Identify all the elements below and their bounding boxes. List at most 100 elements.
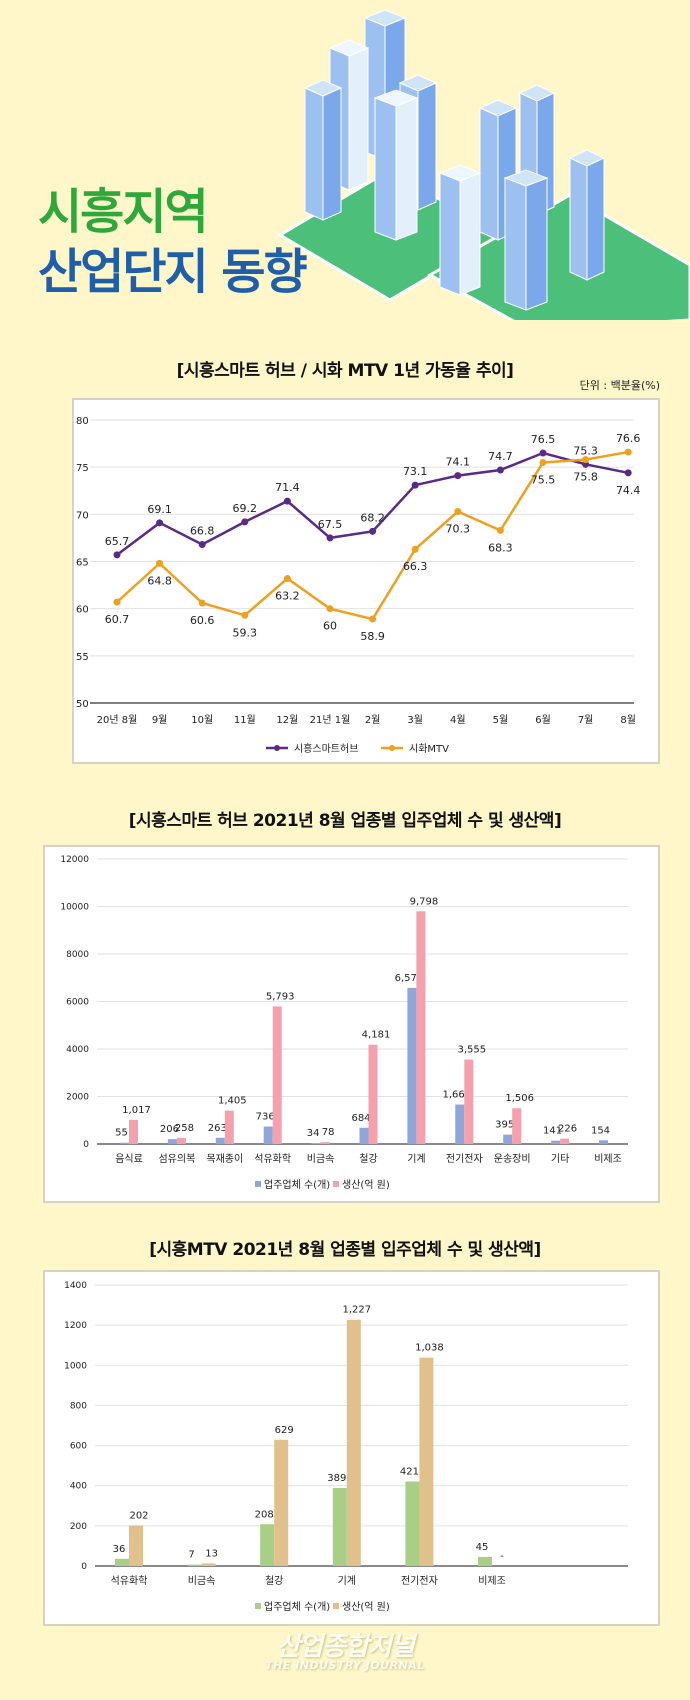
bar-chart-1-title: [시흥스마트 허브 2021년 8월 업종별 입주업체 수 및 생산액] bbox=[128, 811, 562, 831]
x-tick-label: 비제조 bbox=[478, 1575, 506, 1587]
data-label: 78 bbox=[322, 1127, 335, 1138]
x-tick-label: 철강 bbox=[359, 1153, 377, 1165]
data-point bbox=[241, 518, 249, 526]
legend-swatch bbox=[255, 1181, 261, 1187]
y-tick-label: 60 bbox=[76, 605, 89, 616]
bar bbox=[407, 987, 417, 1144]
bar bbox=[455, 1104, 465, 1144]
data-point bbox=[156, 559, 164, 567]
y-tick-label: 400 bbox=[70, 1482, 87, 1492]
y-tick-label: 8000 bbox=[66, 950, 89, 960]
data-label: 60.6 bbox=[190, 614, 215, 627]
bar bbox=[464, 1059, 474, 1144]
y-tick-label: 1200 bbox=[64, 1321, 87, 1331]
data-label: 202 bbox=[129, 1510, 148, 1521]
data-label: 1,038 bbox=[415, 1343, 444, 1354]
data-point bbox=[198, 599, 206, 607]
x-tick-label: 기계 bbox=[407, 1153, 425, 1165]
legend-marker bbox=[389, 745, 395, 751]
legend-label: 시화MTV bbox=[409, 743, 449, 755]
data-label: 66.3 bbox=[403, 560, 428, 573]
data-label: 64.8 bbox=[147, 574, 172, 587]
data-label: 68.3 bbox=[488, 541, 513, 554]
data-label: 67.5 bbox=[318, 518, 343, 531]
y-tick-label: 50 bbox=[76, 699, 89, 710]
building-left-face bbox=[569, 157, 588, 281]
x-tick-label: 21년 1월 bbox=[310, 714, 351, 726]
x-tick-label: 9월 bbox=[152, 714, 168, 726]
y-tick-label: 200 bbox=[70, 1522, 87, 1532]
data-label: 208 bbox=[255, 1509, 274, 1520]
y-tick-label: 800 bbox=[70, 1401, 87, 1411]
bar bbox=[405, 1481, 420, 1566]
y-tick-label: 1000 bbox=[64, 1361, 87, 1371]
x-tick-label: 음식료 bbox=[115, 1153, 143, 1165]
data-label: - bbox=[500, 1551, 504, 1562]
building-left-face bbox=[374, 97, 397, 241]
building-right-face bbox=[322, 87, 342, 221]
building-left-face bbox=[439, 172, 461, 296]
building-right-face bbox=[586, 157, 605, 281]
x-tick-label: 전기전자 bbox=[446, 1153, 483, 1165]
data-label: 60 bbox=[323, 620, 337, 633]
bar-chart-1-panel: 0 2000 4000 6000 8000 10000 12000 음식료 섬유의복 목재종이 석유… bbox=[43, 845, 660, 1203]
x-tick-label: 5월 bbox=[493, 714, 509, 726]
x-tick-label: 목재종이 bbox=[206, 1153, 243, 1165]
data-point bbox=[369, 615, 377, 623]
bar bbox=[129, 1525, 143, 1566]
x-tick-label: 7월 bbox=[578, 714, 594, 726]
y-tick-label: 0 bbox=[81, 1562, 87, 1572]
data-label: 75.8 bbox=[573, 471, 598, 484]
y-tick-label: 55 bbox=[76, 652, 89, 663]
y-tick-label: 70 bbox=[76, 510, 89, 521]
x-tick-label: 기타 bbox=[551, 1153, 569, 1165]
bar bbox=[332, 1487, 347, 1566]
data-label: 1,661 bbox=[442, 1090, 471, 1101]
data-label: 74.7 bbox=[488, 450, 513, 463]
data-point bbox=[326, 605, 334, 613]
data-point bbox=[539, 449, 547, 457]
x-tick-label: 비금속 bbox=[188, 1575, 216, 1587]
legend-label: 시흥스마트허브 bbox=[294, 742, 358, 755]
bar bbox=[359, 1127, 369, 1144]
bar bbox=[224, 1110, 234, 1144]
x-tick-label: 철강 bbox=[265, 1575, 283, 1587]
data-label: 1,405 bbox=[218, 1096, 247, 1107]
data-label: 154 bbox=[591, 1125, 610, 1136]
line-chart-title: [시흥스마트 허브 / 시화 MTV 1년 가동율 추이] bbox=[176, 361, 514, 381]
y-tick-label: 2000 bbox=[66, 1093, 89, 1103]
data-label: 7 bbox=[188, 1550, 194, 1561]
x-tick-label: 비제조 bbox=[594, 1153, 622, 1165]
title-line-2: 산업단지 동향 bbox=[38, 244, 308, 300]
legend-swatch bbox=[333, 1603, 339, 1609]
data-label: 629 bbox=[275, 1425, 294, 1436]
bar bbox=[272, 1006, 282, 1144]
legend-label: 업주업체 수(개) bbox=[264, 1178, 330, 1191]
data-point bbox=[582, 456, 590, 464]
y-tick-label: 65 bbox=[76, 558, 89, 569]
data-label: 73.1 bbox=[403, 465, 428, 478]
data-label: 5,793 bbox=[266, 991, 295, 1002]
y-tick-label: 4000 bbox=[66, 1045, 89, 1055]
data-label: 34 bbox=[307, 1128, 320, 1139]
data-label: 71.4 bbox=[275, 481, 300, 494]
bar bbox=[260, 1524, 275, 1566]
data-label: 3,555 bbox=[457, 1045, 486, 1056]
data-point bbox=[156, 519, 164, 527]
x-tick-label: 비금속 bbox=[307, 1153, 335, 1165]
bar bbox=[512, 1108, 522, 1144]
data-label: 63.2 bbox=[275, 589, 300, 602]
bar bbox=[167, 1139, 177, 1144]
data-point bbox=[454, 472, 462, 480]
bar bbox=[120, 1142, 129, 1144]
x-tick-label: 기계 bbox=[338, 1575, 356, 1587]
legend-marker bbox=[274, 745, 280, 751]
x-tick-label: 6월 bbox=[535, 714, 551, 726]
data-label: 421 bbox=[400, 1466, 419, 1477]
data-label: 69.2 bbox=[233, 502, 257, 515]
bar bbox=[320, 1142, 330, 1144]
y-tick-label: 1400 bbox=[64, 1281, 87, 1291]
y-tick-label: 80 bbox=[76, 416, 89, 427]
data-label: 76.5 bbox=[531, 433, 556, 446]
bar bbox=[201, 1563, 216, 1566]
